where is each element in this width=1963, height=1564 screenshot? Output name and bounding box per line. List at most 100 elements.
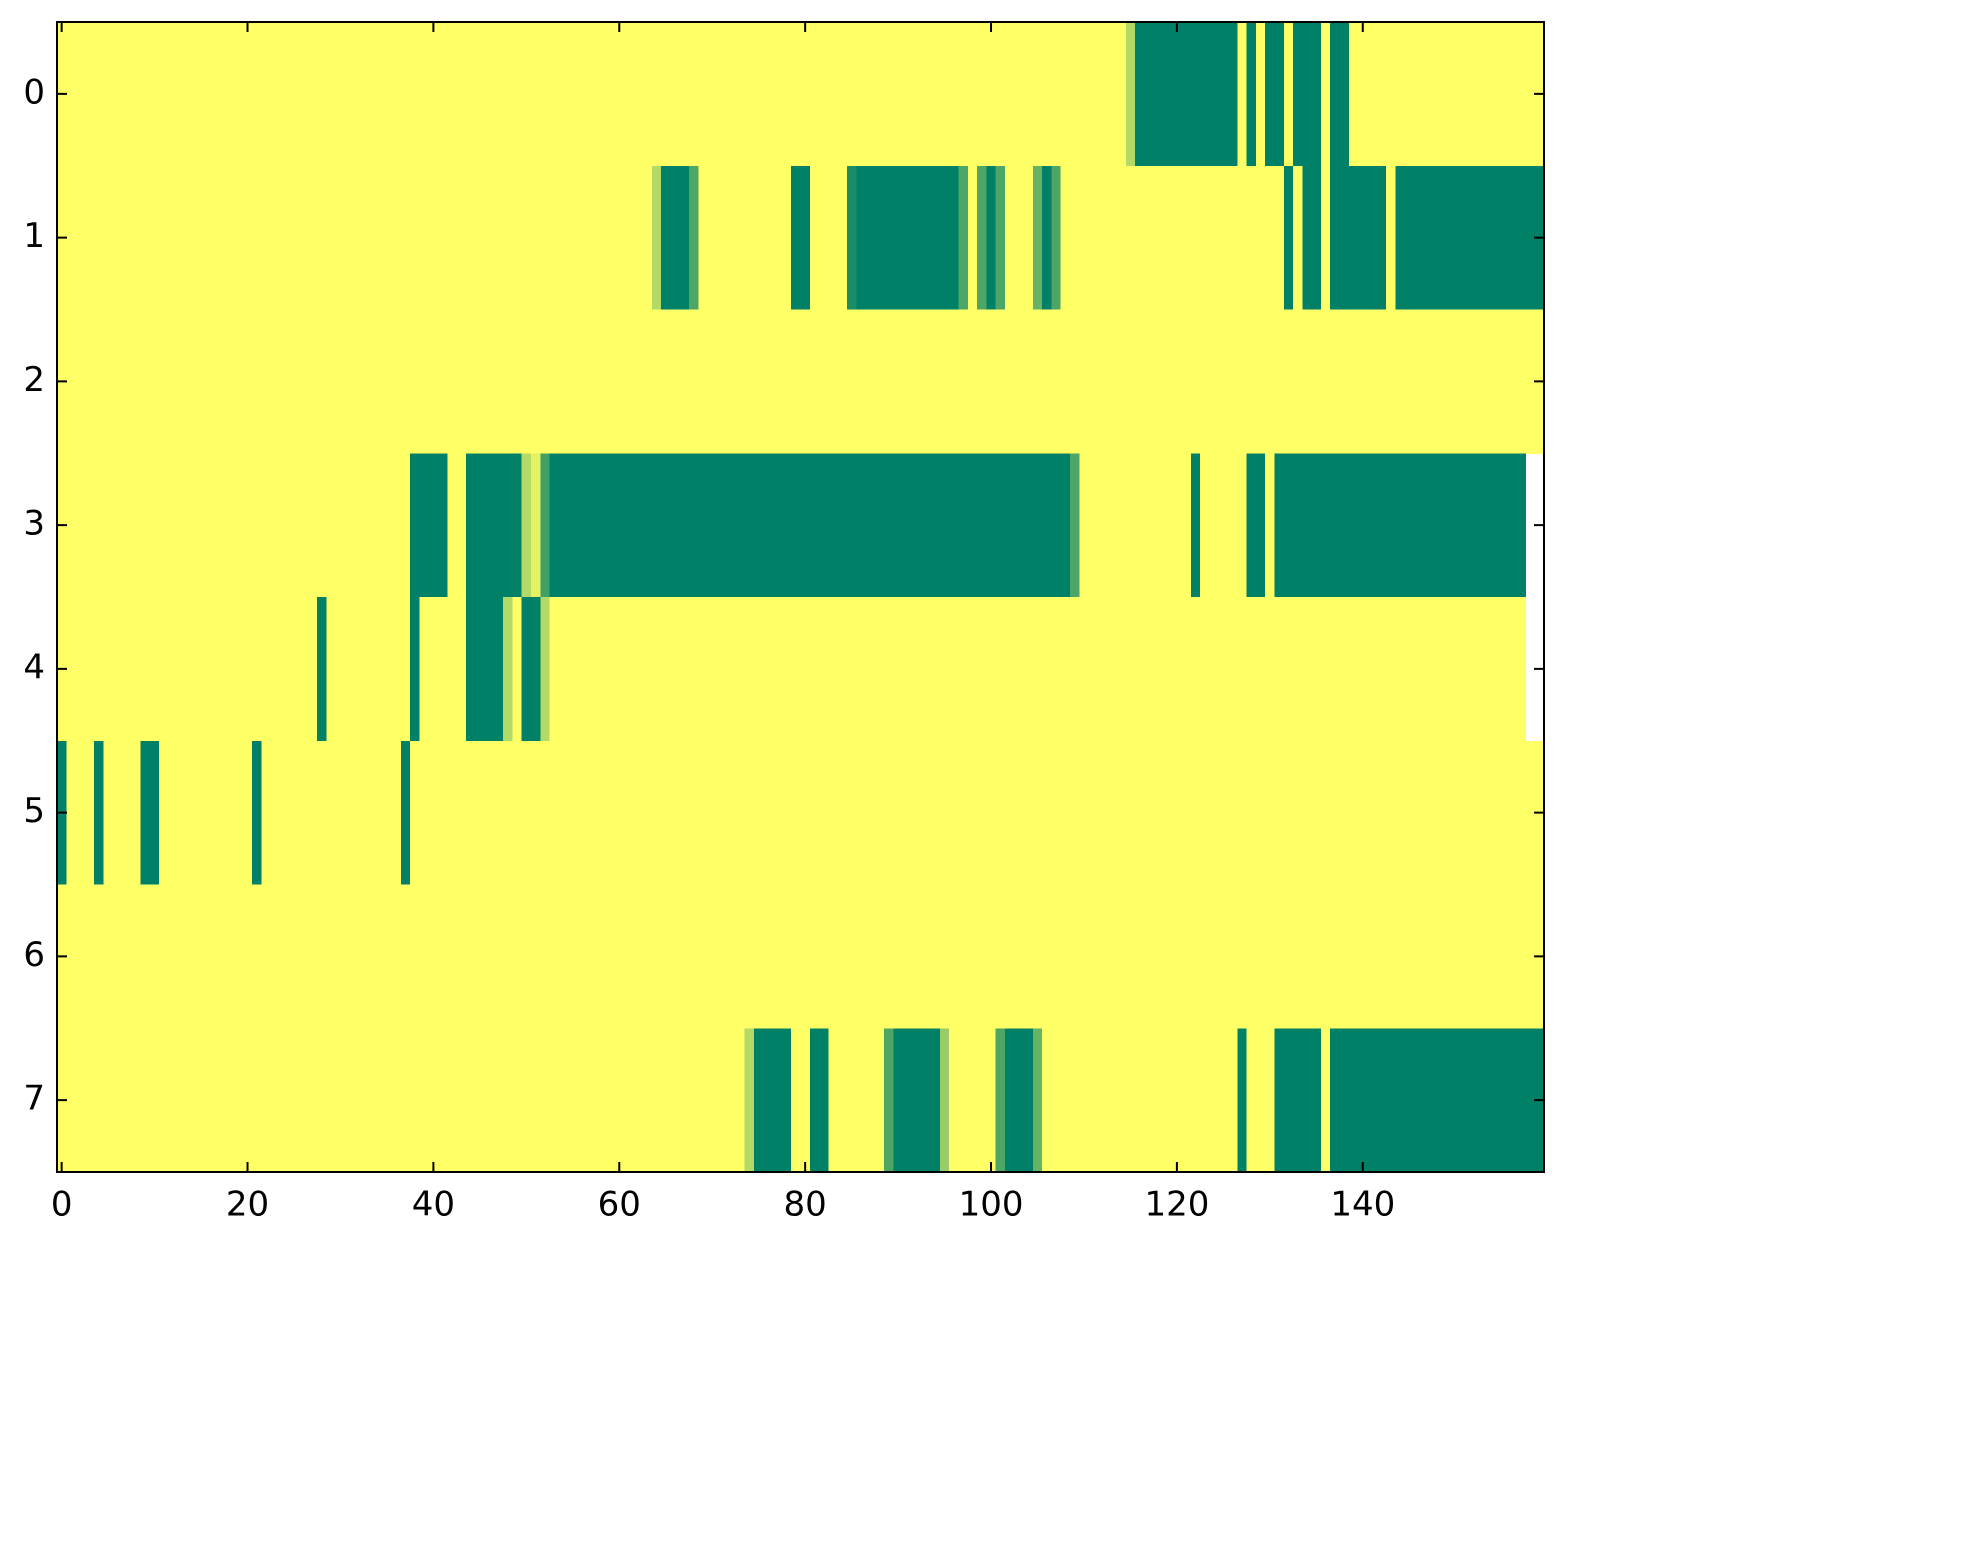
heatmap-cell	[1413, 884, 1424, 1029]
heatmap-cell	[363, 884, 374, 1029]
heatmap-cell	[354, 453, 365, 598]
heatmap-cell	[1144, 165, 1155, 311]
heatmap-cell	[103, 453, 114, 598]
heatmap-cell	[326, 22, 337, 167]
heatmap-cell	[75, 309, 86, 454]
heatmap-cell	[66, 22, 77, 167]
heatmap-cell	[521, 165, 532, 311]
heatmap-cell	[726, 884, 737, 1029]
heatmap-cell	[112, 740, 123, 886]
heatmap-cell	[261, 740, 272, 886]
heatmap-cell	[75, 22, 86, 167]
heatmap-cell	[270, 1028, 281, 1173]
heatmap-cell	[679, 597, 690, 742]
heatmap-cell	[1190, 1028, 1201, 1173]
heatmap-cell	[475, 165, 486, 311]
heatmap-cell	[456, 1028, 467, 1173]
heatmap-cell	[1395, 884, 1406, 1029]
heatmap-cell	[503, 309, 513, 454]
heatmap-cell	[372, 1028, 383, 1173]
heatmap-cell	[84, 884, 95, 1029]
heatmap-cell	[1070, 1028, 1080, 1173]
heatmap-cell	[438, 22, 448, 167]
heatmap-cell	[837, 597, 848, 742]
heatmap-cell	[549, 740, 560, 886]
x-tick-label: 80	[784, 1185, 827, 1225]
heatmap-cell	[661, 1028, 671, 1173]
heatmap-cell	[521, 740, 532, 886]
heatmap-cell	[1246, 1028, 1257, 1173]
heatmap-cell	[354, 22, 365, 167]
heatmap-cell	[614, 453, 625, 598]
heatmap-cell	[856, 740, 867, 886]
heatmap-cell	[1265, 884, 1276, 1029]
heatmap-cell	[214, 22, 225, 167]
heatmap-cell	[345, 453, 355, 598]
heatmap-cell	[865, 740, 876, 886]
heatmap-cell	[763, 740, 774, 886]
heatmap-cell	[447, 740, 458, 886]
heatmap-cell	[1097, 165, 1108, 311]
heatmap-cell	[577, 165, 588, 311]
heatmap-cell	[819, 22, 829, 167]
heatmap-cell	[977, 597, 987, 742]
heatmap-cell	[1348, 1028, 1359, 1173]
heatmap-cell	[1097, 884, 1108, 1029]
heatmap-cell	[1107, 309, 1118, 454]
heatmap-cell	[307, 740, 318, 886]
heatmap-cell	[958, 884, 969, 1029]
heatmap-cell	[242, 309, 253, 454]
heatmap-cell	[726, 309, 737, 454]
heatmap-cell	[614, 1028, 625, 1173]
heatmap-cell	[428, 165, 439, 311]
heatmap-cell	[912, 309, 922, 454]
heatmap-cell	[846, 165, 857, 311]
heatmap-cell	[772, 22, 783, 167]
heatmap-cell	[1330, 597, 1341, 742]
heatmap-cell	[986, 740, 997, 886]
heatmap-cell	[270, 884, 281, 1029]
heatmap-cell	[196, 884, 207, 1029]
heatmap-cell	[233, 1028, 244, 1173]
heatmap-cell	[1181, 309, 1192, 454]
heatmap-cell	[1423, 22, 1434, 167]
heatmap-cell	[865, 309, 876, 454]
heatmap-cell	[1478, 740, 1489, 886]
heatmap-cell	[902, 165, 913, 311]
heatmap-cell	[298, 453, 309, 598]
heatmap-cell	[465, 740, 476, 886]
heatmap-cell	[1200, 309, 1211, 454]
heatmap-cell	[1432, 165, 1443, 311]
heatmap-cell	[465, 453, 476, 598]
heatmap-cell	[614, 597, 625, 742]
heatmap-cell	[354, 740, 365, 886]
heatmap-cell	[1404, 453, 1415, 598]
heatmap-cell	[744, 884, 755, 1029]
heatmap-cell	[1116, 165, 1127, 311]
heatmap-cell	[716, 309, 727, 454]
heatmap-cell	[131, 309, 142, 454]
heatmap-cell	[140, 453, 151, 598]
heatmap-cell	[1432, 453, 1443, 598]
heatmap-cell	[856, 884, 867, 1029]
heatmap-cell	[1097, 22, 1108, 167]
heatmap-cell	[187, 884, 198, 1029]
heatmap-cell	[874, 453, 885, 598]
heatmap-cell	[1135, 165, 1145, 311]
heatmap-cell	[939, 165, 950, 311]
heatmap-cell	[1395, 453, 1406, 598]
heatmap-cell	[1070, 597, 1080, 742]
heatmap-cell	[633, 597, 644, 742]
heatmap-cell	[958, 453, 969, 598]
heatmap-cell	[912, 740, 922, 886]
heatmap-cell	[1153, 453, 1164, 598]
heatmap-cell	[558, 597, 569, 742]
heatmap-cell	[280, 309, 290, 454]
heatmap-cell	[177, 22, 188, 167]
heatmap-cell	[103, 22, 114, 167]
heatmap-cell	[1320, 740, 1331, 886]
heatmap-cell	[1181, 22, 1192, 167]
heatmap-cell	[484, 22, 495, 167]
heatmap-cell	[484, 165, 495, 311]
heatmap-cell	[1423, 1028, 1434, 1173]
